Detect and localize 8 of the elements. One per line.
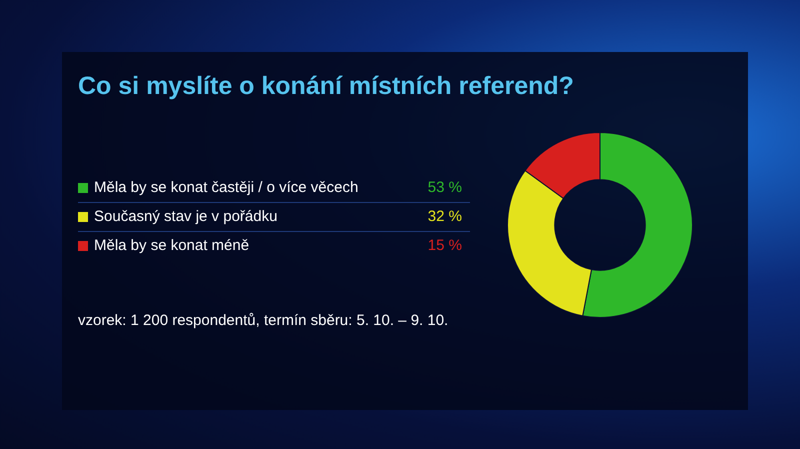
data-label: 32 % (428, 207, 463, 227)
legend-label: Současný stav je v pořádku (94, 207, 278, 227)
chart-title: Co si myslíte o konání místních referend? (78, 72, 574, 101)
legend-label: Měla by se konat méně (94, 236, 250, 256)
data-label: 53 % (428, 178, 463, 198)
data-label: 15 % (428, 236, 463, 256)
legend-label: Měla by se konat častěji / o více věcech (94, 178, 358, 198)
text: vzorek: 1 200 respondentů, termín sběru: 5. 10. – 9. 10. (78, 312, 448, 329)
